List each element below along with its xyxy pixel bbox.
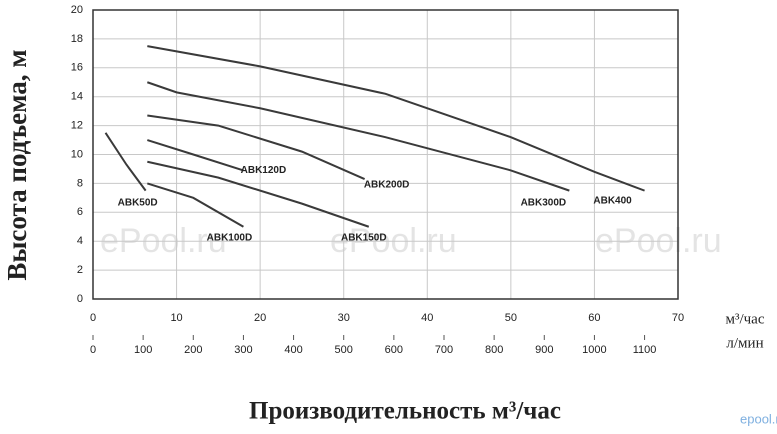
y-tick-label: 18 — [71, 33, 83, 45]
y-tick-label: 4 — [77, 235, 83, 247]
x2-tick-label: 300 — [234, 344, 252, 356]
x2-tick-label: 700 — [435, 344, 453, 356]
curve-label: ABK100D — [207, 232, 253, 243]
y-tick-label: 2 — [77, 264, 83, 276]
x2-tick-label: 0 — [90, 344, 96, 356]
curve — [147, 182, 244, 228]
plot-frame — [92, 9, 679, 300]
x-tick-label: 20 — [254, 312, 266, 324]
y-tick-label: 16 — [71, 62, 83, 74]
y-tick-label: 12 — [71, 120, 83, 132]
y-tick-label: 6 — [77, 206, 83, 218]
curve-label: ABK400 — [593, 195, 632, 206]
x-unit: м³/час — [725, 311, 764, 327]
x-tick-label: 40 — [421, 312, 433, 324]
curve — [147, 45, 645, 192]
x2-tick-label: 800 — [485, 344, 503, 356]
curve-label: ABK120D — [241, 165, 287, 176]
x2-unit: л/мин — [726, 335, 763, 351]
y-tick-label: 8 — [77, 177, 83, 189]
curve — [147, 114, 366, 180]
curve — [147, 139, 244, 172]
x-tick-label: 50 — [505, 312, 517, 324]
x2-tick-label: 600 — [385, 344, 403, 356]
x2-tick-label: 900 — [535, 344, 553, 356]
x2-tick-label: 1000 — [582, 344, 606, 356]
y-axis-title: Высота подъема, м — [2, 49, 32, 280]
curve — [147, 160, 370, 228]
y-tick-label: 20 — [71, 4, 83, 16]
x2-tick-label: 500 — [335, 344, 353, 356]
curve — [104, 132, 147, 192]
curve-label: ABK150D — [341, 232, 387, 243]
x-axis-title: Производительность м³/час — [249, 398, 561, 425]
x2-tick-label: 100 — [134, 344, 152, 356]
watermark: epool.ru — [740, 411, 777, 426]
curve-label: ABK300D — [521, 197, 567, 208]
y-tick-label: 0 — [77, 293, 83, 305]
curve-label: ABK200D — [364, 180, 410, 191]
x-tick-label: 70 — [672, 312, 684, 324]
x-tick-label: 60 — [588, 312, 600, 324]
x-tick-label: 30 — [338, 312, 350, 324]
x-tick-label: 0 — [90, 312, 96, 324]
y-tick-label: 10 — [71, 148, 83, 160]
curve-label: ABK50D — [118, 197, 158, 208]
curve — [146, 81, 570, 192]
x-tick-label: 10 — [170, 312, 182, 324]
x2-tick-label: 400 — [284, 344, 302, 356]
x2-tick-label: 200 — [184, 344, 202, 356]
x2-tick-label: 1100 — [633, 344, 657, 356]
y-tick-label: 14 — [71, 91, 83, 103]
